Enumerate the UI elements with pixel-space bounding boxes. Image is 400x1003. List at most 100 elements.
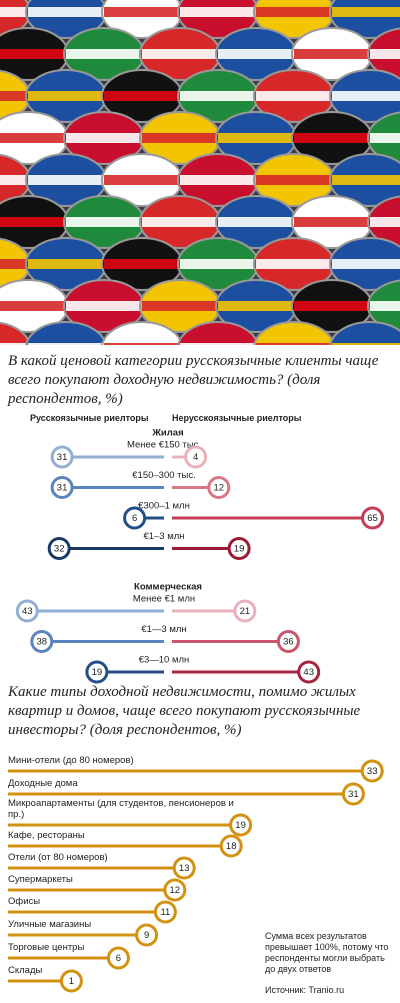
cap-stripe (332, 259, 400, 269)
value-label: 4 (193, 452, 198, 463)
value-badge (172, 856, 196, 880)
cap-stripe (0, 49, 66, 59)
legend-label: Нерусскоязычные риелторы (172, 413, 302, 423)
value-badge (229, 813, 253, 837)
value-label: 11 (160, 907, 170, 918)
category-label: €1–3 млн (143, 531, 184, 542)
value-label: 31 (57, 452, 68, 463)
category-label: €150–300 тыс. (132, 470, 195, 481)
cap (329, 321, 400, 345)
cap-stripe (104, 175, 180, 185)
cap-stripe (66, 49, 142, 59)
value-label: 43 (22, 606, 33, 617)
cap-stripe (180, 91, 256, 101)
value-badge (360, 759, 384, 783)
value-label: 31 (348, 789, 359, 800)
cap-stripe (370, 133, 400, 143)
cap-stripe (0, 133, 66, 143)
value-badge (233, 599, 257, 623)
cap-stripe (256, 259, 332, 269)
category-label: Супермаркеты (8, 873, 73, 885)
cap-stripe (0, 259, 28, 269)
cap-stripe (256, 91, 332, 101)
value-badge (50, 445, 74, 469)
value-badge (123, 506, 147, 530)
value-badge (15, 599, 39, 623)
value-label: 33 (367, 766, 378, 777)
category-label: Склады (8, 964, 43, 976)
cap-stripe (142, 217, 218, 227)
cap-stripe (28, 91, 104, 101)
cap-stripe (332, 91, 400, 101)
cap-stripe (0, 175, 28, 185)
cap-stripe (218, 133, 294, 143)
cap-stripe (28, 343, 104, 345)
category-label: Доходные дома (8, 777, 78, 789)
value-label: 32 (54, 544, 65, 555)
value-badge (184, 445, 208, 469)
cap-stripe (104, 7, 180, 17)
category-label: Микроапартаменты (для студентов, пенсион… (8, 798, 234, 820)
cap-stripe (28, 259, 104, 269)
cap-stripe (180, 175, 256, 185)
value-badge (106, 946, 130, 970)
value-label: 38 (37, 637, 48, 648)
cap-stripe (180, 343, 256, 345)
cap-stripe (218, 301, 294, 311)
category-label: Менее €1 млн (133, 594, 195, 605)
value-label: 65 (367, 513, 378, 524)
cap-stripe (370, 49, 400, 59)
value-label: 9 (144, 930, 149, 941)
value-badge (85, 660, 109, 684)
cap-stripe (104, 91, 180, 101)
value-label: 19 (92, 667, 103, 678)
legend-label: Русскоязычные риелторы (30, 413, 149, 423)
cap-stripe (0, 7, 28, 17)
value-badge (59, 969, 83, 993)
cap-stripe (66, 133, 142, 143)
source: Источник: Tranio.ru (265, 985, 345, 995)
value-badge (227, 537, 251, 560)
cap-stripe (66, 301, 142, 311)
value-label: 31 (57, 483, 68, 494)
category-label: Уличные магазины (8, 918, 92, 930)
cap-stripe (180, 259, 256, 269)
cap-stripe (104, 259, 180, 269)
cap (253, 321, 335, 345)
chart-title: Какие типы доходной недвижимости, помимо… (8, 684, 361, 738)
value-badge (135, 923, 159, 947)
note: Сумма всех результатов превышает 100%, п… (265, 931, 389, 974)
cap-stripe (294, 217, 370, 227)
cap-stripe (180, 7, 256, 17)
cap-stripe (142, 301, 218, 311)
cap-stripe (256, 175, 332, 185)
section-title: Жилая (151, 428, 183, 439)
cap-stripe (28, 7, 104, 17)
category-label: Кафе, рестораны (8, 829, 85, 841)
cap-stripe (370, 217, 400, 227)
value-badge (361, 506, 384, 530)
value-badge (153, 900, 177, 924)
value-label: 12 (170, 885, 181, 896)
value-badge (207, 476, 231, 499)
value-badge (50, 476, 74, 499)
value-badge (219, 834, 243, 858)
cap (25, 321, 107, 345)
cap-stripe (0, 217, 66, 227)
photo (0, 0, 400, 345)
cap-stripe (332, 343, 400, 345)
category-label: €3—10 млн (139, 655, 190, 666)
cap-stripe (142, 133, 218, 143)
cap-stripe (142, 49, 218, 59)
value-label: 6 (116, 953, 121, 964)
cap (177, 321, 259, 345)
value-badge (297, 660, 321, 684)
cap-stripe (66, 217, 142, 227)
category-label: Мини-отели (до 80 номеров) (8, 754, 134, 766)
category-label: Торговые центры (8, 941, 85, 953)
cap-stripe (294, 49, 370, 59)
cap (101, 321, 183, 345)
cap-stripe (218, 217, 294, 227)
